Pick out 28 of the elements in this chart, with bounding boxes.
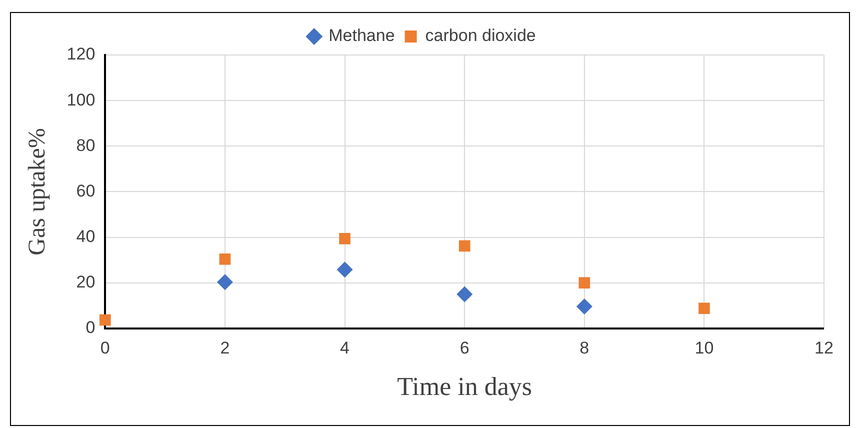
y-tick-label: 60: [76, 181, 96, 200]
y-tick-label: 100: [66, 90, 96, 110]
y-tick-label: 40: [76, 226, 96, 246]
x-tick-label: 10: [694, 338, 714, 358]
x-tick-label: 2: [220, 338, 230, 358]
point: [100, 314, 111, 326]
x-tick-label: 0: [100, 338, 110, 358]
point: [458, 240, 470, 252]
y-tick-label: 20: [76, 272, 96, 292]
x-tick-label: 12: [814, 338, 834, 358]
y-axis-title: Gas uptake%: [24, 128, 51, 256]
point: [339, 232, 350, 244]
point: [698, 302, 710, 314]
point: [578, 277, 590, 288]
point: [456, 286, 473, 302]
y-tick-label: 120: [66, 44, 96, 64]
x-tick-label: 4: [340, 338, 350, 358]
legend-label: Methane: [328, 26, 395, 46]
y-tick-label: 80: [76, 136, 96, 155]
y-tick-label: 0: [86, 318, 96, 338]
point: [216, 274, 233, 290]
x-tick-label: 8: [580, 338, 590, 358]
legend-label: carbon dioxide: [425, 26, 536, 46]
point: [576, 298, 592, 315]
point: [219, 253, 231, 265]
x-axis-title: Time in days: [397, 372, 532, 402]
x-tick-label: 6: [460, 338, 470, 358]
point: [336, 262, 353, 278]
